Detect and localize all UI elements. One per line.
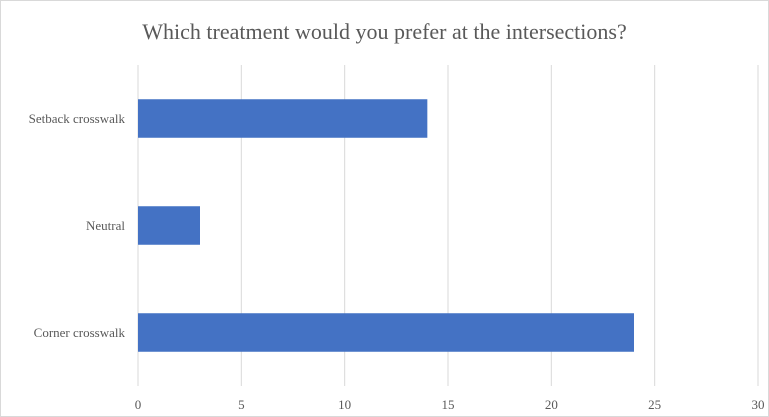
x-tick-label: 15 [442, 397, 455, 412]
category-label: Neutral [86, 218, 125, 233]
bar-neutral [138, 206, 200, 245]
category-labels: Setback crosswalk Neutral Corner crosswalk [29, 111, 126, 340]
bars [138, 99, 634, 352]
x-axis-tick-labels: 0 5 10 15 20 25 30 [135, 397, 765, 412]
x-tick-label: 25 [648, 397, 661, 412]
category-label: Corner crosswalk [34, 325, 126, 340]
x-tick-label: 5 [238, 397, 245, 412]
x-tick-label: 0 [135, 397, 142, 412]
chart-title: Which treatment would you prefer at the … [142, 19, 627, 44]
bar-setback-crosswalk [138, 99, 428, 138]
x-tick-label: 10 [338, 397, 351, 412]
x-tick-label: 30 [752, 397, 765, 412]
bar-corner-crosswalk [138, 313, 634, 352]
category-label: Setback crosswalk [29, 111, 126, 126]
x-tick-label: 20 [545, 397, 558, 412]
